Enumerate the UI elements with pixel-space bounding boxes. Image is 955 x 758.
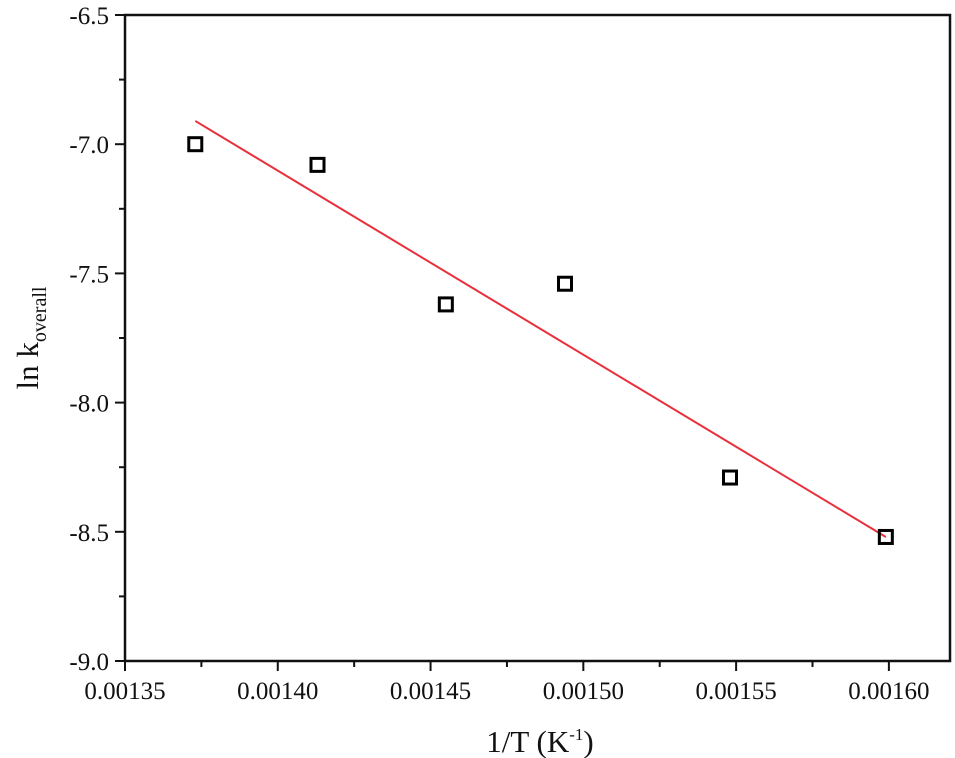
fit-line — [194, 120, 887, 538]
y-tick-label: -7.0 — [69, 132, 109, 159]
y-axis-title-sub: overall — [29, 286, 51, 342]
y-tick-label: -6.5 — [69, 3, 109, 30]
data-point — [309, 156, 326, 173]
plot-frame — [123, 13, 952, 663]
data-point — [877, 528, 894, 545]
y-axis-title: ln koverall — [10, 286, 51, 389]
y-tick-label: -7.5 — [69, 261, 109, 288]
y-tick-label: -8.5 — [69, 520, 109, 547]
data-point — [722, 469, 738, 486]
data-points — [187, 136, 894, 545]
y-tick-label: -8.0 — [69, 391, 109, 418]
x-tick-label: 0.00155 — [695, 678, 776, 705]
x-tick-label: 0.00135 — [84, 678, 165, 705]
data-point — [187, 136, 204, 153]
data-point — [557, 275, 573, 292]
y-axis-title-main: ln k — [10, 342, 45, 390]
x-axis-title-end: ) — [583, 724, 593, 758]
x-tick-label: 0.00150 — [543, 678, 624, 705]
fit-line-layer — [194, 120, 887, 538]
x-axis-title-sup: -1 — [569, 725, 583, 744]
x-tick-label: 0.00140 — [237, 678, 318, 705]
x-tick-label: 0.00145 — [390, 678, 471, 705]
y-tick-label: -9.0 — [69, 649, 109, 676]
x-axis-title: 1/T (K-1) — [486, 724, 593, 758]
data-point — [437, 296, 454, 313]
x-axis-title-main: 1/T (K — [486, 724, 570, 758]
x-axis-ticks: 0.00135 0.00140 0.00145 0.00150 0.00155 0.001… — [84, 661, 930, 705]
x-tick-label: 0.00160 — [848, 678, 929, 705]
y-axis-ticks: -6.5 -7.0 -7.5 -8.0 -8.5 -9.0 — [69, 3, 125, 676]
